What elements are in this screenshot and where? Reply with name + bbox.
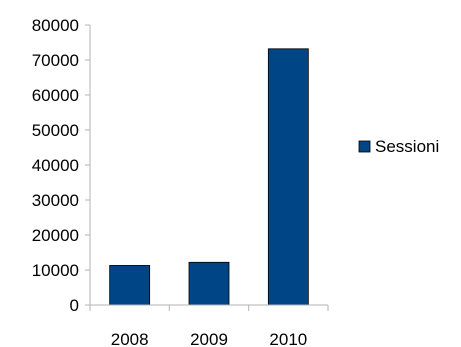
y-tick-label: 30000 [32,191,79,210]
legend-label-sessioni: Sessioni [375,137,439,156]
legend: Sessioni [358,137,439,156]
y-tick-label: 50000 [32,121,79,140]
y-tick-label: 60000 [32,86,79,105]
x-tick-label: 2010 [269,330,307,347]
y-tick-label: 70000 [32,51,79,70]
bar-2009 [188,261,230,306]
y-tick-label: 10000 [32,261,79,280]
x-tick-label: 2009 [190,330,228,347]
x-tick-label: 2008 [111,330,149,347]
x-axis-ticks: 2008 2009 2010 [89,305,329,347]
y-tick-label: 0 [70,296,79,315]
bars [109,48,309,306]
y-tick-label: 40000 [32,156,79,175]
y-tick-label: 20000 [32,226,79,245]
bar-2008 [109,265,151,306]
y-tick-label: 80000 [32,16,79,35]
bar-2010 [267,48,309,306]
legend-swatch-sessioni [358,140,371,153]
axes [89,25,328,306]
y-axis-ticks: 0 10000 20000 30000 40000 50000 60000 70000 8000… [32,16,90,315]
